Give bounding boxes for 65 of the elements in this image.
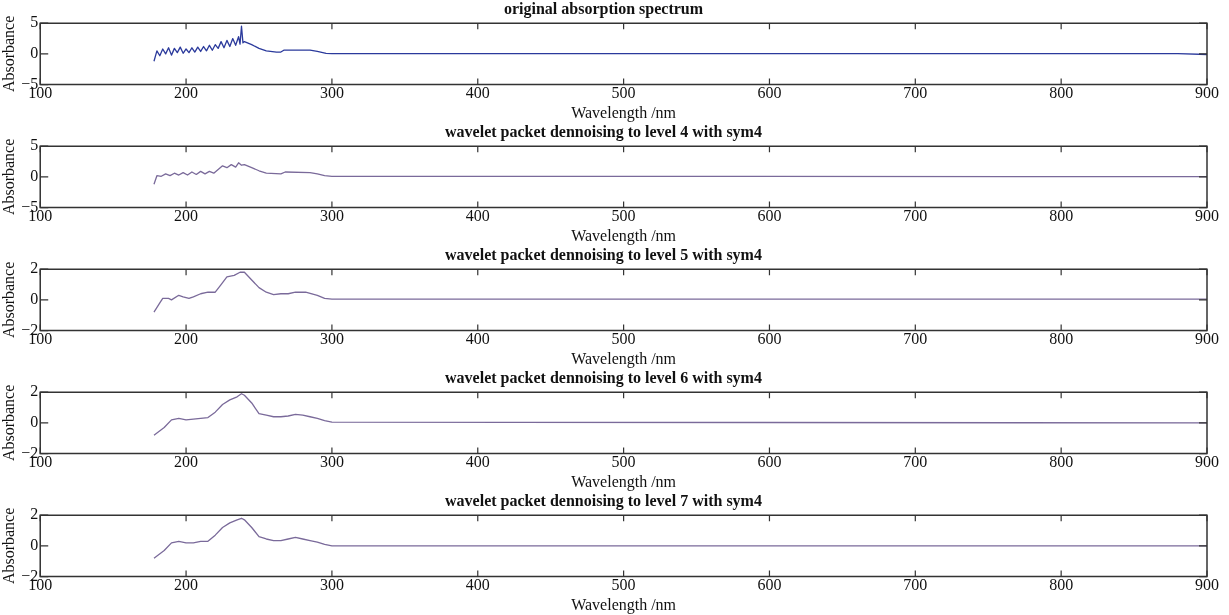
y-axis-title: Absorbance: [0, 138, 17, 216]
y-axis-title: Absorbance: [0, 384, 17, 462]
y-axis-title: Absorbance: [0, 15, 17, 93]
x-axis-title: Wavelength /nm: [571, 226, 677, 245]
chart-title: wavelet packet dennoising to level 6 with sym4: [445, 368, 762, 387]
x-tick-label: 800: [1049, 84, 1074, 102]
chart-title: wavelet packet dennoising to level 5 with sym4: [445, 245, 762, 264]
y-tick-label: 0: [30, 167, 39, 185]
y-tick-label: 5: [30, 136, 39, 154]
y-tick-label: 2: [30, 382, 39, 400]
x-tick-label: 200: [174, 576, 199, 594]
x-tick-label: 700: [903, 84, 928, 102]
x-tick-label: 500: [611, 453, 636, 471]
y-tick-label: 2: [30, 505, 39, 523]
y-tick-label: 2: [30, 259, 39, 277]
x-tick-label: 800: [1049, 453, 1074, 471]
x-axis-title: Wavelength /nm: [571, 349, 677, 368]
x-tick-label: 200: [174, 453, 199, 471]
x-tick-label: 900: [1195, 207, 1219, 225]
x-tick-label: 600: [757, 453, 782, 471]
y-tick-label: 5: [30, 13, 39, 31]
x-tick-label: 300: [319, 330, 344, 348]
x-tick-label: 900: [1195, 330, 1219, 348]
x-tick-label: 600: [757, 207, 782, 225]
x-tick-label: 400: [465, 453, 490, 471]
x-tick-label: 400: [465, 330, 490, 348]
x-tick-label: 500: [611, 84, 636, 102]
x-tick-label: 400: [465, 207, 490, 225]
x-tick-label: 300: [319, 207, 344, 225]
y-tick-label: 0: [30, 413, 39, 431]
x-tick-label: 200: [174, 207, 199, 225]
y-axis-title: Absorbance: [0, 507, 17, 585]
x-tick-label: 200: [174, 330, 199, 348]
x-axis-title: Wavelength /nm: [571, 103, 677, 122]
chart-title: wavelet packet dennoising to level 7 with sym4: [445, 491, 762, 510]
x-tick-label: 500: [611, 330, 636, 348]
x-axis-title: Wavelength /nm: [571, 595, 677, 614]
x-tick-label: 400: [465, 84, 490, 102]
x-tick-label: 500: [611, 207, 636, 225]
x-tick-label: 600: [757, 576, 782, 594]
x-tick-label: 900: [1195, 453, 1219, 471]
x-tick-label: 300: [319, 453, 344, 471]
y-tick-label: 0: [30, 44, 39, 62]
x-tick-label: 700: [903, 207, 928, 225]
chart-title: wavelet packet dennoising to level 4 with sym4: [445, 122, 762, 141]
y-tick-label: 0: [30, 290, 39, 308]
y-axis-title: Absorbance: [0, 261, 17, 339]
x-tick-label: 800: [1049, 330, 1074, 348]
x-tick-label: 300: [319, 576, 344, 594]
x-tick-label: 800: [1049, 207, 1074, 225]
y-tick-label: 0: [30, 536, 39, 554]
x-tick-label: 300: [319, 84, 344, 102]
x-tick-label: 200: [174, 84, 199, 102]
chart-title: original absorption spectrum: [503, 0, 704, 18]
x-tick-label: 700: [903, 453, 928, 471]
x-tick-label: 500: [611, 576, 636, 594]
x-tick-label: 900: [1195, 84, 1219, 102]
x-tick-label: 900: [1195, 576, 1219, 594]
x-axis-title: Wavelength /nm: [571, 472, 677, 491]
x-tick-label: 600: [757, 330, 782, 348]
x-tick-label: 700: [903, 330, 928, 348]
x-tick-label: 400: [465, 576, 490, 594]
x-tick-label: 700: [903, 576, 928, 594]
x-tick-label: 800: [1049, 576, 1074, 594]
x-tick-label: 600: [757, 84, 782, 102]
